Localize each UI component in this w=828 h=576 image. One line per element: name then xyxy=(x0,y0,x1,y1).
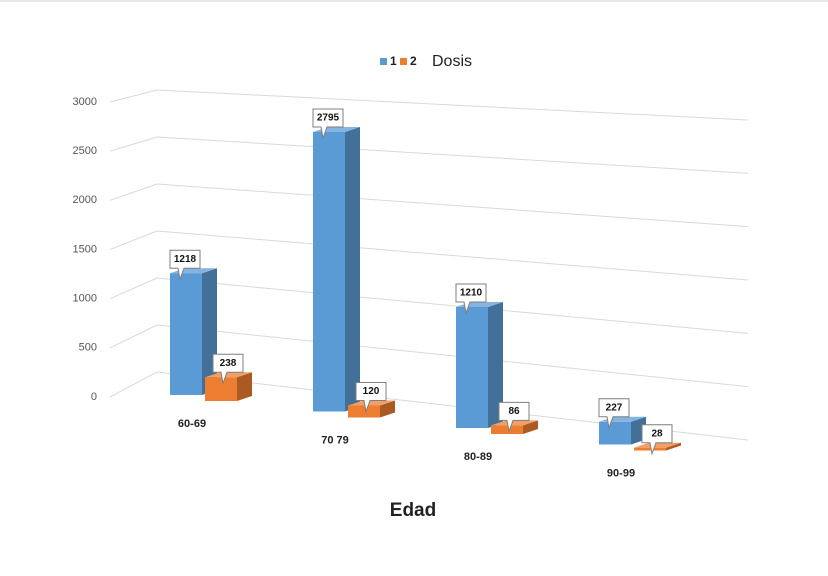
y-tick-label: 2000 xyxy=(73,194,97,206)
bar-top xyxy=(348,400,395,406)
data-label-box xyxy=(169,249,201,282)
data-label: 28 xyxy=(641,424,673,456)
data-label: 1210 xyxy=(455,283,487,315)
bar xyxy=(313,132,345,412)
data-label-box xyxy=(312,108,344,140)
grid-line xyxy=(109,183,749,228)
bar-side xyxy=(380,400,395,418)
bar xyxy=(348,405,380,418)
data-label-text: 2795 xyxy=(317,113,340,124)
legend-swatch xyxy=(400,58,407,65)
data-label-text: 1218 xyxy=(174,254,197,265)
data-label-text: 120 xyxy=(363,386,380,397)
data-label: 238 xyxy=(212,353,244,386)
legend-title: Dosis xyxy=(432,53,472,70)
x-axis-title: Edad xyxy=(390,500,436,521)
data-label: 1218 xyxy=(169,249,201,282)
y-tick-label: 1500 xyxy=(73,243,97,255)
bar xyxy=(634,447,666,451)
data-label: 2795 xyxy=(312,108,344,140)
data-label-box xyxy=(498,401,530,434)
bar xyxy=(491,425,523,434)
y-tick-label: 3000 xyxy=(73,96,97,108)
bar xyxy=(599,421,631,445)
x-tick-label: 90-99 xyxy=(607,467,635,479)
data-label-text: 238 xyxy=(220,358,237,369)
data-label-text: 1210 xyxy=(460,288,483,299)
legend: 1 2 Dosis xyxy=(380,53,472,70)
data-label-box xyxy=(455,283,487,315)
x-tick-label: 70 79 xyxy=(321,434,349,446)
grid-line xyxy=(109,89,749,121)
bar-top xyxy=(205,372,252,378)
y-tick-label: 2500 xyxy=(73,145,97,157)
x-tick-label: 60-69 xyxy=(178,418,206,430)
data-label-box xyxy=(355,382,387,414)
data-label: 227 xyxy=(598,398,630,430)
x-tick-label: 80-89 xyxy=(464,451,492,463)
data-label: 120 xyxy=(355,382,387,414)
data-label-text: 227 xyxy=(606,402,623,413)
bar-side xyxy=(666,442,681,451)
bar-side xyxy=(237,372,252,401)
bar-side xyxy=(488,302,503,428)
y-tick-label: 500 xyxy=(79,342,97,354)
bar-side xyxy=(345,127,360,412)
y-tick-label: 0 xyxy=(91,391,97,403)
legend-swatch xyxy=(380,58,387,65)
data-label-text: 86 xyxy=(508,406,520,417)
grid-line xyxy=(109,277,749,334)
bar-top xyxy=(634,442,681,448)
data-label-box xyxy=(212,353,244,386)
data-label-text: 28 xyxy=(651,428,663,439)
data-label: 86 xyxy=(498,401,530,434)
bar-top xyxy=(491,420,538,426)
legend-label: 1 xyxy=(390,54,397,68)
data-label-box xyxy=(641,424,673,456)
grid-line xyxy=(109,371,749,441)
data-label-box xyxy=(598,398,630,430)
legend-label: 2 xyxy=(410,54,417,68)
grid-line xyxy=(109,136,749,174)
grid-line xyxy=(109,324,749,388)
bar-side xyxy=(523,420,538,434)
bar xyxy=(170,273,202,395)
bar xyxy=(456,307,488,428)
grid-line xyxy=(109,230,749,281)
bar xyxy=(205,377,237,401)
y-tick-label: 1000 xyxy=(73,293,97,305)
